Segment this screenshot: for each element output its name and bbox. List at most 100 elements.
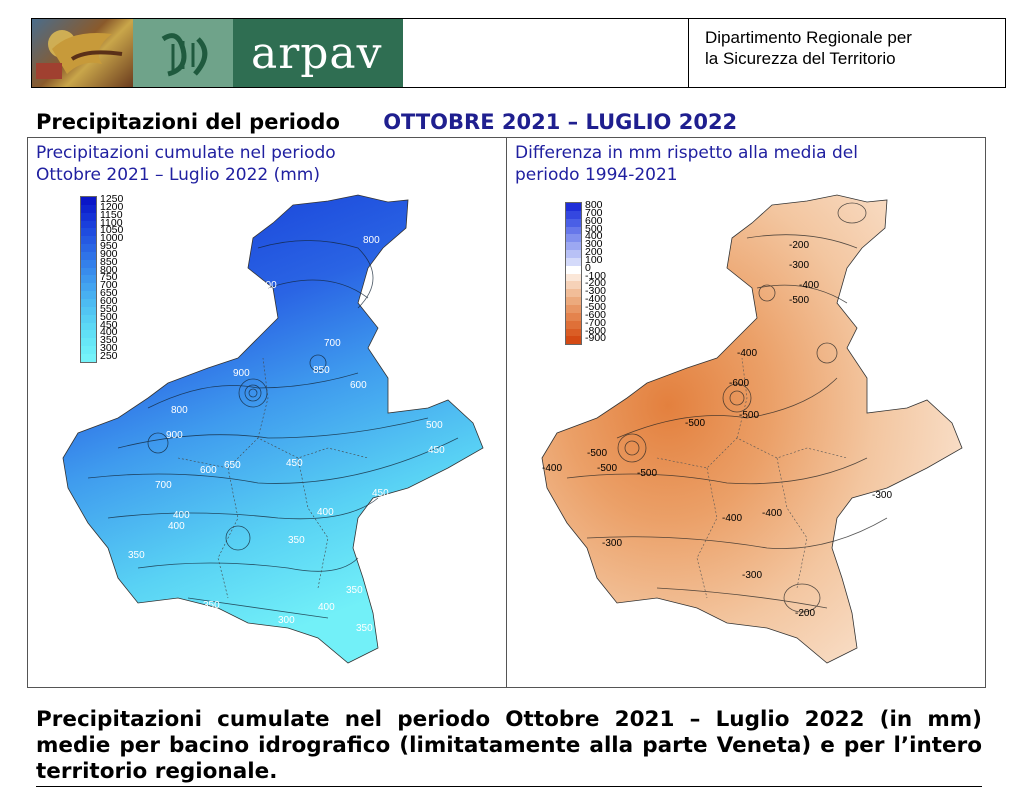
contour-label: 400 xyxy=(317,507,334,518)
contour-label: 700 xyxy=(155,480,172,491)
contour-label: -500 xyxy=(685,418,705,429)
legend-swatch xyxy=(566,328,581,337)
legend-swatch xyxy=(566,250,581,258)
contour-label: 700 xyxy=(324,338,341,349)
legend-swatch xyxy=(566,210,581,219)
winged-lion-logo xyxy=(32,19,133,87)
page-title: Precipitazioni del periodo OTTOBRE 2021 … xyxy=(36,110,737,134)
legend-swatch xyxy=(566,304,581,313)
contour-label: -300 xyxy=(872,490,892,501)
legend-label: 1000 xyxy=(100,232,124,245)
contour-label: 350 xyxy=(128,550,145,561)
legend-label: -400 xyxy=(585,293,607,306)
contour-label: -400 xyxy=(542,463,562,474)
precipitation-map-title: Precipitazioni cumulate nel periodo Otto… xyxy=(36,142,336,186)
legend-label: 650 xyxy=(100,287,118,300)
legend-swatch xyxy=(81,259,96,268)
legend-swatch xyxy=(81,275,96,284)
anomaly-legend-swatches xyxy=(565,202,582,346)
legend-label: -500 xyxy=(585,300,607,313)
legend-label: 350 xyxy=(100,334,118,347)
legend-swatch xyxy=(566,265,581,274)
contour-label: 350 xyxy=(203,600,220,611)
precipitation-legend-labels: 1250 1200 1150 1100 1050 1000 950 900 850 800 750 7… xyxy=(100,193,124,363)
legend-swatch xyxy=(81,204,96,213)
legend-label: 1250 xyxy=(100,193,124,205)
contour-label: 800 xyxy=(260,280,277,291)
anomaly-contour-lines xyxy=(566,202,888,613)
legend-swatch xyxy=(566,320,581,329)
legend-label: 700 xyxy=(585,206,603,219)
legend-label: 700 xyxy=(100,279,118,292)
contour-label: -300 xyxy=(742,570,762,581)
anomaly-map-title: Differenza in mm rispetto alla media del… xyxy=(515,142,858,186)
anomaly-map-title-line-2: periodo 1994-2021 xyxy=(515,165,678,185)
legend-swatch xyxy=(81,338,96,347)
legend-swatch xyxy=(566,297,581,305)
basin-boundaries xyxy=(177,357,369,599)
page-title-label: Precipitazioni del periodo xyxy=(36,110,340,134)
contour-label: 450 xyxy=(428,445,445,456)
contour-label: -500 xyxy=(587,448,607,459)
contour-label: -200 xyxy=(789,240,809,251)
contour-label: 600 xyxy=(350,380,367,391)
department-line-1: Dipartimento Regionale per xyxy=(705,28,912,47)
legend-label: 1100 xyxy=(100,216,123,229)
legend-swatch xyxy=(81,291,96,299)
contour-label: -500 xyxy=(597,463,617,474)
legend-swatch xyxy=(81,298,96,307)
legend-label: 600 xyxy=(100,294,118,307)
legend-label: 400 xyxy=(585,230,603,243)
contour-label: 400 xyxy=(168,521,185,532)
legend-label: 750 xyxy=(100,271,118,284)
contour-label: 350 xyxy=(346,585,363,596)
header-banner: arpav Dipartimento Regionale per la Sicu… xyxy=(31,18,1006,88)
legend-swatch xyxy=(566,226,581,235)
contour-label: 850 xyxy=(313,365,330,376)
legend-swatch xyxy=(566,257,581,266)
legend-swatch xyxy=(81,251,96,260)
legend-swatch xyxy=(566,242,581,251)
legend-label: 900 xyxy=(100,247,118,260)
department-line-2: la Sicurezza del Territorio xyxy=(705,49,896,68)
legend-swatch xyxy=(81,244,96,252)
contour-label: 800 xyxy=(171,405,188,416)
caption-divider xyxy=(36,786,982,787)
legend-label: -100 xyxy=(585,269,607,282)
legend-label: 100 xyxy=(585,253,603,266)
arpav-emblem-icon xyxy=(133,19,233,87)
legend-label: 300 xyxy=(585,238,603,251)
legend-label: 250 xyxy=(100,349,118,362)
veneto-region-shape xyxy=(62,194,484,664)
legend-label: -900 xyxy=(585,332,607,345)
legend-swatch xyxy=(566,273,581,282)
legend-swatch xyxy=(566,218,581,227)
contour-label: 900 xyxy=(166,430,183,441)
legend-swatch xyxy=(566,289,581,298)
precipitation-map: 800 800 900 800 850 700 600 900 700 600 … xyxy=(62,194,484,664)
anomaly-map-panel: -200 -300 -400 -500 -400 -600 -500 -500 … xyxy=(506,138,985,687)
precipitation-map-title-line-1: Precipitazioni cumulate nel periodo xyxy=(36,143,336,163)
contour-label: 500 xyxy=(426,420,443,431)
contour-label: -500 xyxy=(637,468,657,479)
contour-label: 350 xyxy=(288,535,305,546)
arpav-logo-text: arpav xyxy=(251,27,383,79)
legend-label: 0 xyxy=(585,261,591,274)
legend-swatch xyxy=(566,281,581,290)
contour-label: -600 xyxy=(729,378,749,389)
legend-swatch xyxy=(566,336,581,345)
legend-label: 300 xyxy=(100,342,118,355)
legend-label: -200 xyxy=(585,277,607,290)
legend-swatch xyxy=(81,306,96,315)
legend-swatch xyxy=(81,236,96,245)
legend-swatch xyxy=(81,346,96,354)
contour-label: 300 xyxy=(278,615,295,626)
contour-label: -300 xyxy=(602,538,622,549)
basin-boundaries xyxy=(656,357,848,599)
legend-label: 550 xyxy=(100,302,118,315)
contour-label: -300 xyxy=(789,260,809,271)
legend-label: -800 xyxy=(585,324,607,337)
legend-label: 1050 xyxy=(100,224,124,237)
isohyet-lines xyxy=(87,240,459,619)
contour-label: -400 xyxy=(722,513,742,524)
